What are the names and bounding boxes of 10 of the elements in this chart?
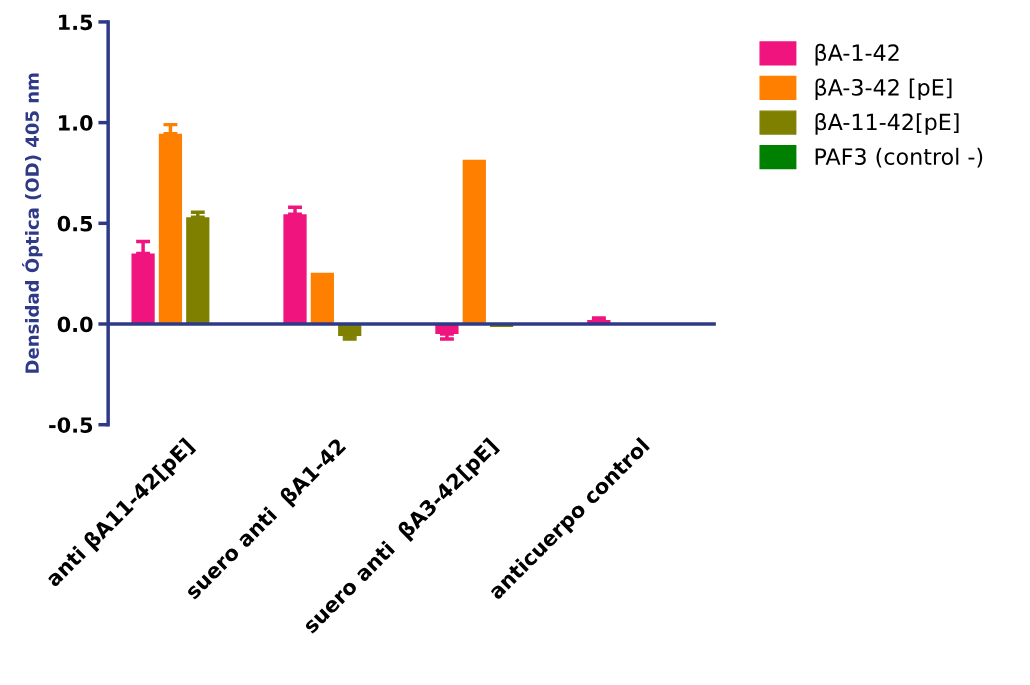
y-tick-label: 0.0 [57, 316, 93, 333]
y-tick-label: 0.5 [57, 215, 93, 232]
legend-label: βA-3-42 [pE] [815, 78, 952, 101]
legend-label: PAF3 (control -) [815, 147, 983, 168]
y-tick-label: 1.5 [59, 14, 93, 31]
y-tick-label: -0.5 [49, 417, 93, 433]
legend-label: βA-1-42 [815, 43, 899, 66]
y-axis-title: Densidad Óptica (OD) 405 nm [22, 73, 43, 373]
legend-label: βA-11-42[pE] [815, 113, 959, 135]
y-tick-label: 1.0 [59, 115, 93, 131]
